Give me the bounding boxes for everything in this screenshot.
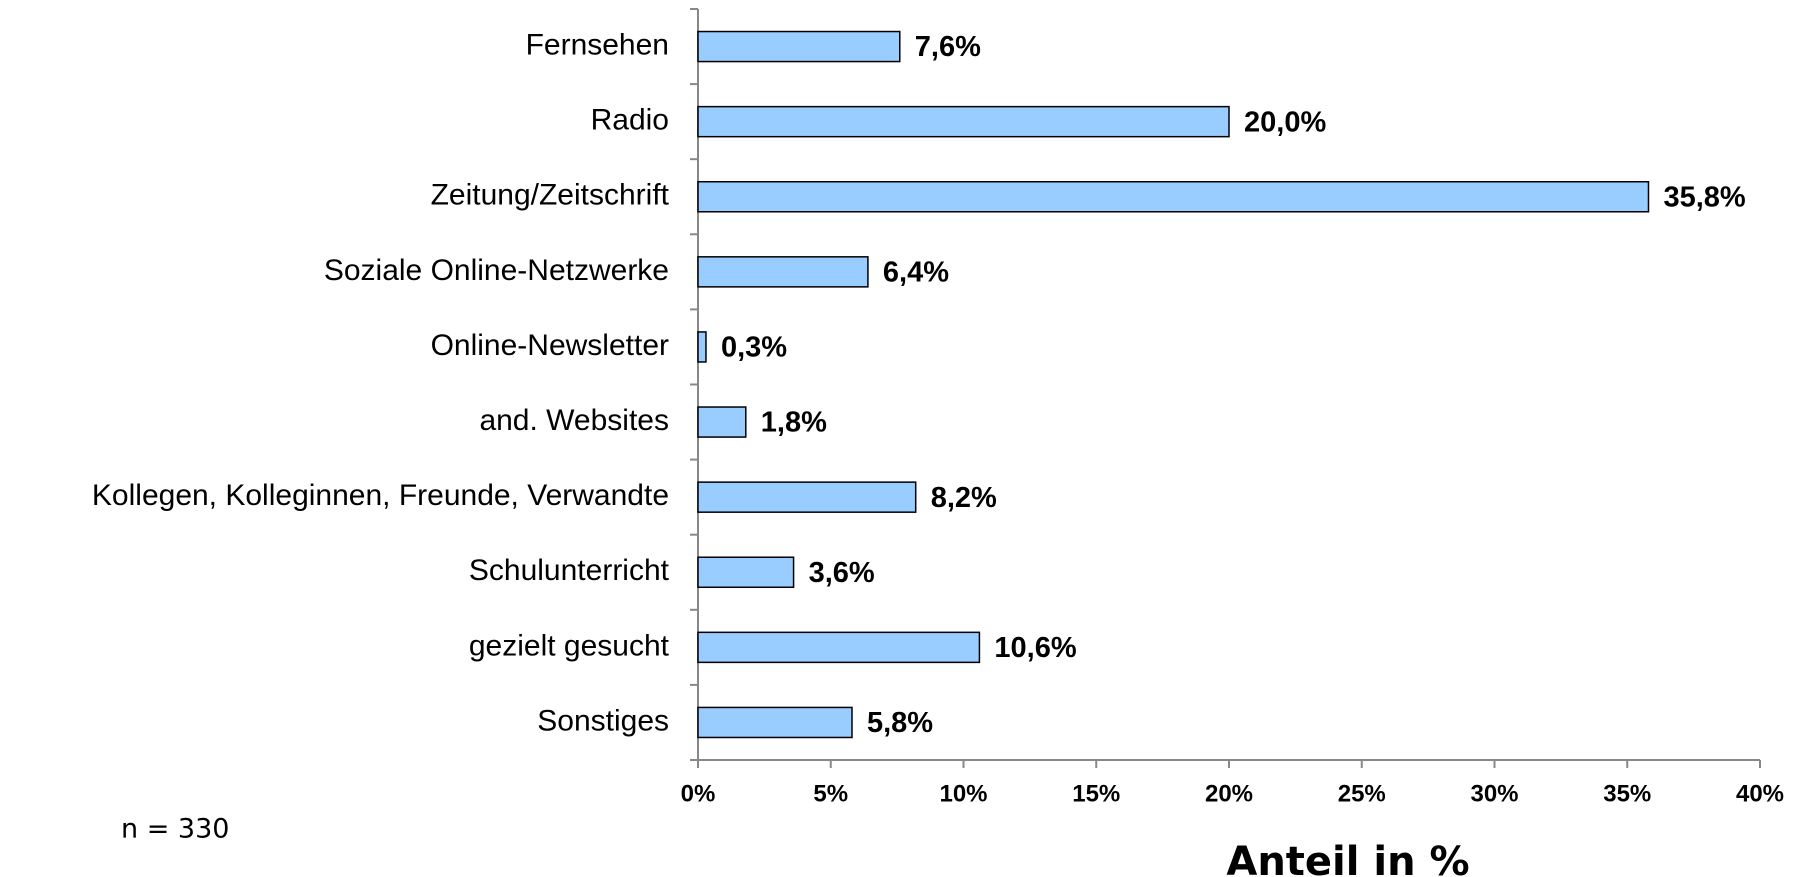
value-label: 8,2% — [931, 482, 997, 514]
value-label: 5,8% — [867, 707, 933, 739]
bar — [697, 406, 747, 438]
y-tick-label: Radio — [591, 104, 669, 137]
x-tick-label: 20% — [1205, 780, 1253, 807]
bar — [697, 556, 795, 589]
x-tick-label: 35% — [1603, 780, 1651, 807]
value-label: 20,0% — [1244, 106, 1326, 138]
y-tick-label: Fernsehen — [526, 28, 669, 61]
value-label: 35,8% — [1663, 181, 1745, 213]
bar — [697, 105, 1230, 138]
x-axis-label: Anteil in % — [1226, 839, 1469, 877]
value-label: 0,3% — [721, 332, 787, 364]
value-label: 10,6% — [994, 632, 1076, 664]
bar — [697, 331, 707, 363]
y-tick-label: Sonstiges — [537, 704, 669, 737]
bar — [697, 180, 1650, 213]
value-label: 3,6% — [809, 557, 875, 589]
y-tick-label: Schulunterricht — [469, 554, 670, 587]
bar — [697, 631, 981, 664]
x-tick-label: 5% — [813, 780, 848, 807]
y-tick-label: Zeitung/Zeitschrift — [431, 179, 670, 212]
y-tick-label: and. Websites — [479, 404, 669, 437]
value-label: 6,4% — [883, 257, 949, 289]
x-tick-label: 0% — [681, 780, 716, 807]
bar — [697, 256, 869, 288]
bar — [697, 30, 901, 63]
bar — [697, 481, 917, 513]
x-tick-label: 40% — [1736, 780, 1784, 807]
x-tick-label: 15% — [1072, 780, 1120, 807]
y-tick-label: Soziale Online-Netzwerke — [324, 254, 669, 287]
y-tick-label: gezielt gesucht — [469, 629, 670, 662]
bar — [697, 706, 853, 739]
y-tick-label: Kollegen, Kolleginnen, Freunde, Verwandt… — [92, 479, 669, 512]
value-label: 7,6% — [915, 31, 981, 63]
value-label: 1,8% — [761, 407, 827, 439]
annotation: n = 330 — [121, 814, 229, 845]
x-tick-label: 30% — [1470, 780, 1518, 807]
y-tick-label: Online-Newsletter — [431, 329, 669, 362]
x-tick-label: 10% — [939, 780, 987, 807]
x-tick-label: 25% — [1338, 780, 1386, 807]
